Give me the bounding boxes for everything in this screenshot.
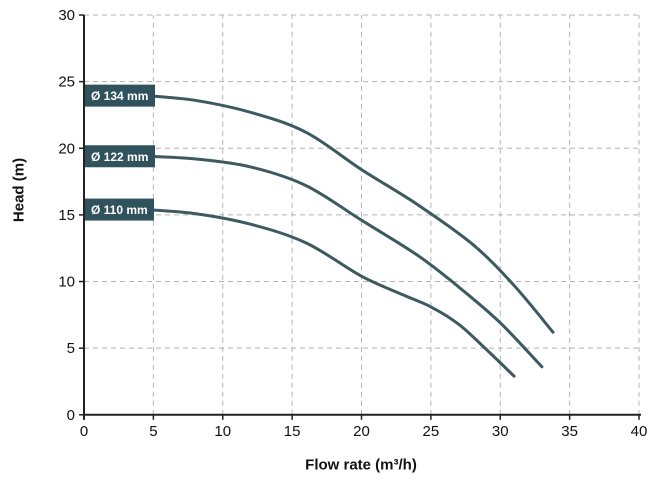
x-tick-label: 25: [423, 423, 440, 440]
pump-curve: [146, 154, 544, 369]
series-label-text: Ø 134 mm: [91, 89, 148, 103]
x-tick-label: 40: [631, 423, 648, 440]
x-axis-title: Flow rate (m³/h): [305, 456, 417, 474]
y-tick-label: 0: [67, 407, 75, 424]
series-label-box: [85, 145, 155, 168]
series-label-box: [85, 84, 155, 107]
x-tick-label: 5: [149, 423, 157, 440]
x-tick-label: 0: [80, 423, 88, 440]
x-tick-label: 10: [214, 423, 231, 440]
x-tick-label: 30: [492, 423, 509, 440]
pump-curve: [144, 208, 516, 378]
series-label-text: Ø 110 mm: [91, 203, 148, 217]
y-tick-label: 15: [58, 207, 75, 224]
series-label-text: Ø 122 mm: [91, 150, 148, 164]
x-tick-label: 15: [284, 423, 301, 440]
x-tick-label: 20: [353, 423, 370, 440]
x-tick-label: 35: [561, 423, 578, 440]
y-tick-label: 25: [58, 74, 75, 91]
y-tick-label: 10: [58, 274, 75, 291]
y-tick-label: 20: [58, 140, 75, 157]
y-axis-title: Head (m): [10, 157, 28, 223]
y-tick-label: 30: [58, 7, 75, 24]
pump-curve: [144, 94, 555, 334]
series-label-box: [85, 198, 154, 221]
y-tick-label: 5: [67, 340, 75, 357]
